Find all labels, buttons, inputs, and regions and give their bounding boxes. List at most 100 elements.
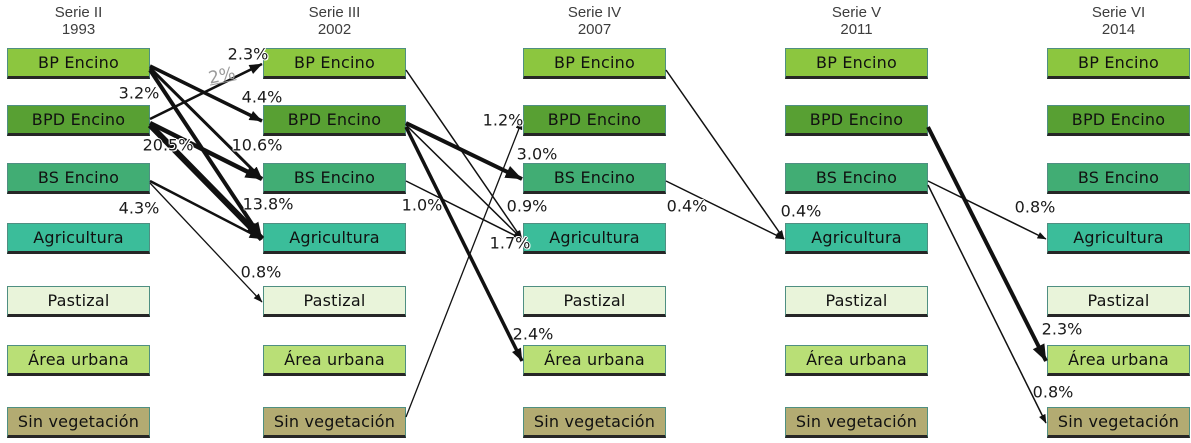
box-label: Agricultura [289,228,380,247]
box-bs-encino-2007: BS Encino [523,163,666,194]
transition-percentage-label: 13.8% [242,194,294,214]
transition-percentage-label: 0.8% [240,262,282,282]
box-label: BPD Encino [1071,110,1166,129]
box-label: Agricultura [811,228,902,247]
box-pastizal-2014: Pastizal [1047,286,1190,317]
box-sin-vegetacion-2007: Sin vegetación [523,407,666,438]
box-label: BS Encino [1077,168,1160,187]
transition-percentage-label: 3.0% [516,144,558,164]
column-header-serie-vi: Serie VI 2014 [1047,4,1190,38]
series-year: 2002 [317,21,352,38]
box-label: Sin vegetación [273,412,396,431]
box-agricultura-2014: Agricultura [1047,223,1190,254]
transition-percentage-label: 0.4% [666,196,708,216]
box-sin-vegetacion-2011: Sin vegetación [785,407,928,438]
transition-percentage-label: 0.8% [1014,197,1056,217]
series-year: 1993 [61,21,96,38]
series-title: Serie VI [1091,4,1146,21]
box-label: BS Encino [293,168,376,187]
box-label: BPD Encino [31,110,126,129]
transition-arrow [405,121,523,181]
transition-percentage-label: 10.6% [231,135,283,155]
box-sin-vegetacion-2002: Sin vegetación [263,407,406,438]
box-label: BS Encino [37,168,120,187]
series-year: 2007 [577,21,612,38]
box-label: BPD Encino [809,110,904,129]
box-area-urbana-2011: Área urbana [785,345,928,376]
box-label: Pastizal [825,291,888,310]
transition-percentage-label: 0.8% [1032,382,1074,402]
transition-arrow [405,124,523,240]
box-area-urbana-2014: Área urbana [1047,345,1190,376]
box-bp-encino-2011: BP Encino [785,48,928,79]
box-label: BPD Encino [547,110,642,129]
box-bpd-encino-2002: BPD Encino [263,105,406,136]
box-pastizal-2011: Pastizal [785,286,928,317]
transition-percentage-label: 2.3% [1041,319,1083,339]
box-label: BS Encino [553,168,636,187]
handwritten-annotation: 2% [206,63,238,89]
transition-percentage-label: 2.4% [512,324,554,344]
box-bp-encino-1993: BP Encino [7,48,150,79]
box-agricultura-1993: Agricultura [7,223,150,254]
box-agricultura-2007: Agricultura [523,223,666,254]
box-sin-vegetacion-2014: Sin vegetación [1047,407,1190,438]
series-title: Serie III [308,4,361,21]
box-agricultura-2011: Agricultura [785,223,928,254]
box-agricultura-2002: Agricultura [263,223,406,254]
box-label: Agricultura [1073,228,1164,247]
transition-arrow [927,184,1047,424]
box-label: Área urbana [284,350,385,369]
box-bpd-encino-1993: BPD Encino [7,105,150,136]
box-label: Área urbana [1068,350,1169,369]
box-bs-encino-2014: BS Encino [1047,163,1190,194]
box-label: Agricultura [549,228,640,247]
box-bp-encino-2002: BP Encino [263,48,406,79]
transition-percentage-label: 1.7% [489,233,531,253]
box-label: BP Encino [554,53,635,72]
box-label: Sin vegetación [1057,412,1180,431]
box-pastizal-1993: Pastizal [7,286,150,317]
box-bs-encino-2011: BS Encino [785,163,928,194]
transition-percentage-label: 4.3% [118,198,160,218]
box-bpd-encino-2007: BPD Encino [523,105,666,136]
transition-percentage-label: 1.2% [482,110,524,130]
box-label: Sin vegetación [795,412,918,431]
transition-percentage-label: 0.9% [506,196,548,216]
box-bpd-encino-2014: BPD Encino [1047,105,1190,136]
box-label: BP Encino [38,53,119,72]
box-label: Sin vegetación [17,412,140,431]
transition-percentage-label: 0.4% [780,201,822,221]
box-bp-encino-2014: BP Encino [1047,48,1190,79]
series-title: Serie II [54,4,103,21]
box-label: Pastizal [1087,291,1150,310]
box-label: Agricultura [33,228,124,247]
series-year: 2014 [1101,21,1136,38]
box-label: Pastizal [563,291,626,310]
box-label: Área urbana [28,350,129,369]
column-header-serie-iii: Serie III 2002 [263,4,406,38]
box-sin-vegetacion-1993: Sin vegetación [7,407,150,438]
transition-percentage-label: 3.2% [118,83,160,103]
box-area-urbana-2002: Área urbana [263,345,406,376]
box-label: BP Encino [1078,53,1159,72]
box-label: BPD Encino [287,110,382,129]
box-pastizal-2007: Pastizal [523,286,666,317]
transition-arrow [148,66,264,181]
transition-percentage-label: 2.3% [227,44,269,64]
box-bs-encino-2002: BS Encino [263,163,406,194]
transition-percentage-label: 20.5% [142,135,194,155]
box-label: BP Encino [816,53,897,72]
column-header-serie-iv: Serie IV 2007 [523,4,666,38]
box-label: Pastizal [47,291,110,310]
box-bp-encino-2007: BP Encino [523,48,666,79]
box-label: BS Encino [815,168,898,187]
transition-percentage-label: 4.4% [241,87,283,107]
box-label: BP Encino [294,53,375,72]
box-label: Sin vegetación [533,412,656,431]
series-year: 2011 [840,21,873,38]
box-bpd-encino-2011: BPD Encino [785,105,928,136]
box-area-urbana-2007: Área urbana [523,345,666,376]
column-header-serie-ii: Serie II 1993 [7,4,150,38]
